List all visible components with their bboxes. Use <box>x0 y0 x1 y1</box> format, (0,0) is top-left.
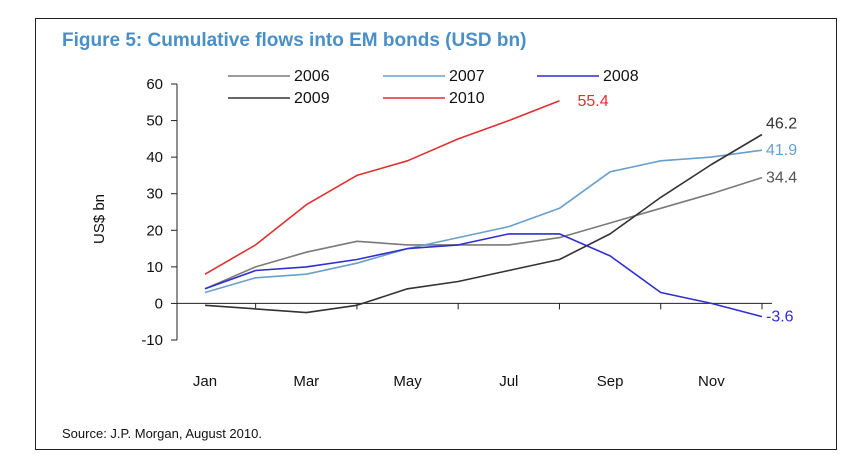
y-tick-label: 0 <box>155 295 163 312</box>
end-label-2010: 55.4 <box>577 93 608 110</box>
chart-frame <box>35 18 837 450</box>
y-tick-label: 60 <box>146 76 163 93</box>
series-lines <box>204 100 763 318</box>
end-label-2009: 46.2 <box>766 115 797 132</box>
series-line-2010 <box>204 100 560 275</box>
x-tick-label: Jul <box>499 373 518 390</box>
series-line-2008 <box>204 233 763 318</box>
x-tick-label: Mar <box>293 373 319 390</box>
y-tick-label: 20 <box>146 222 163 239</box>
y-tick-label: -10 <box>141 332 163 349</box>
chart-title: Figure 5: Cumulative flows into EM bonds… <box>62 30 527 51</box>
x-tick-label: Sep <box>597 373 624 390</box>
y-axis-label: US$ bn <box>91 194 108 244</box>
y-tick-label: 30 <box>146 186 163 203</box>
x-tick-label: Jan <box>193 373 217 390</box>
legend-label-2010: 2010 <box>449 90 485 107</box>
end-labels: 34.4 41.9 -3.6 46.2 55.4 <box>577 93 797 326</box>
series-line-2006 <box>204 176 763 290</box>
chart-axes <box>171 83 772 341</box>
end-label-2007: 41.9 <box>766 142 797 159</box>
series-line-2009 <box>204 133 763 314</box>
legend-label-2009: 2009 <box>294 90 330 107</box>
source-note: Source: J.P. Morgan, August 2010. <box>62 426 262 441</box>
legend-label-2006: 2006 <box>294 68 330 85</box>
series-line-2007 <box>204 149 763 294</box>
y-tick-label: 10 <box>146 259 163 276</box>
legend: 2006 2007 2008 2009 2010 <box>228 68 639 107</box>
end-label-2006: 34.4 <box>766 170 797 187</box>
y-tick-label: 40 <box>146 149 163 166</box>
x-tick-label: May <box>393 373 422 390</box>
x-tick-label: Nov <box>698 373 725 390</box>
legend-label-2008: 2008 <box>603 68 639 85</box>
legend-label-2007: 2007 <box>449 68 485 85</box>
end-label-2008: -3.6 <box>766 309 794 326</box>
y-tick-label: 50 <box>146 113 163 130</box>
